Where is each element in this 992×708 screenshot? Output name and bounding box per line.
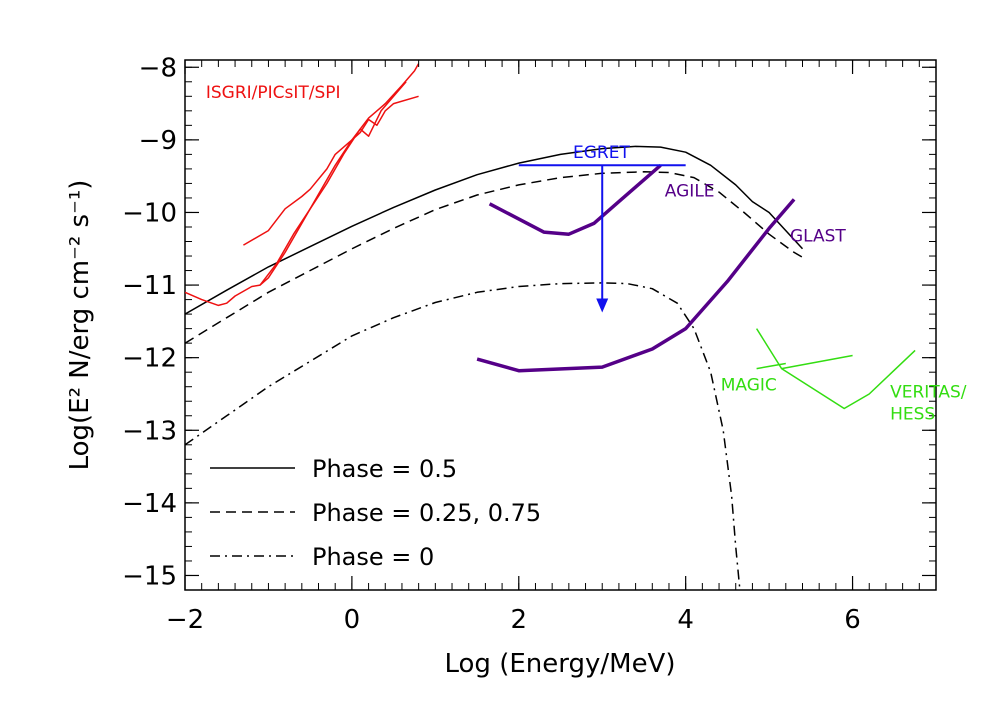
series-line-8 xyxy=(755,328,853,370)
x-tick-label: 4 xyxy=(677,605,694,635)
series-line-6 xyxy=(488,163,662,236)
annotation-label: MAGIC xyxy=(721,375,777,395)
annotation-label: AGILE xyxy=(665,181,715,201)
series-line-5 xyxy=(259,81,407,286)
annotation-label: ISGRI/PICsIT/SPI xyxy=(206,83,341,103)
series-line-0 xyxy=(185,145,804,315)
x-axis-title: Log (Energy/MeV) xyxy=(445,649,676,679)
y-tick-label: −12 xyxy=(122,344,177,374)
x-tick-label: −2 xyxy=(166,605,204,635)
axis-ticks: −2 0 2 4 6 −15 −14 −13 −12 −11 −10 −9 −8 xyxy=(122,53,937,635)
series-line-7 xyxy=(476,198,796,373)
series-line-4 xyxy=(243,95,419,246)
y-tick-label: −8 xyxy=(139,53,177,83)
y-tick-label: −9 xyxy=(139,126,177,156)
legend: Phase = 0.5 Phase = 0.25, 0.75 Phase = 0 xyxy=(210,455,541,571)
series-line-9 xyxy=(756,362,786,370)
x-tick-label: 0 xyxy=(344,605,361,635)
x-tick-label: 2 xyxy=(511,605,528,635)
y-axis-title: Log(E² N/erg cm⁻² s⁻¹) xyxy=(65,180,95,471)
annotation-label: VERITAS/ xyxy=(890,383,967,403)
egret-arrow-head xyxy=(596,298,609,313)
y-tick-label: −10 xyxy=(122,198,177,228)
y-tick-label: −11 xyxy=(122,271,177,301)
annotations: ISGRI/PICsIT/SPI EGRET AGILE GLAST MAGIC VERI… xyxy=(206,83,967,425)
series-line-3 xyxy=(185,63,420,307)
x-tick-label: 6 xyxy=(844,605,861,635)
y-tick-label: −13 xyxy=(122,416,177,446)
legend-label: Phase = 0.25, 0.75 xyxy=(312,499,541,527)
y-tick-label: −15 xyxy=(122,561,177,591)
legend-label: Phase = 0.5 xyxy=(312,455,457,483)
plot-area xyxy=(185,63,916,590)
legend-label: Phase = 0 xyxy=(312,543,434,571)
annotation-label: HESS xyxy=(890,404,935,424)
plot-frame xyxy=(184,59,937,591)
series-line-10 xyxy=(781,349,916,410)
y-tick-label: −14 xyxy=(122,489,177,519)
annotation-label: EGRET xyxy=(573,143,630,163)
series-line-2 xyxy=(185,282,741,590)
series-line-1 xyxy=(185,171,808,344)
annotation-label: GLAST xyxy=(790,227,846,247)
